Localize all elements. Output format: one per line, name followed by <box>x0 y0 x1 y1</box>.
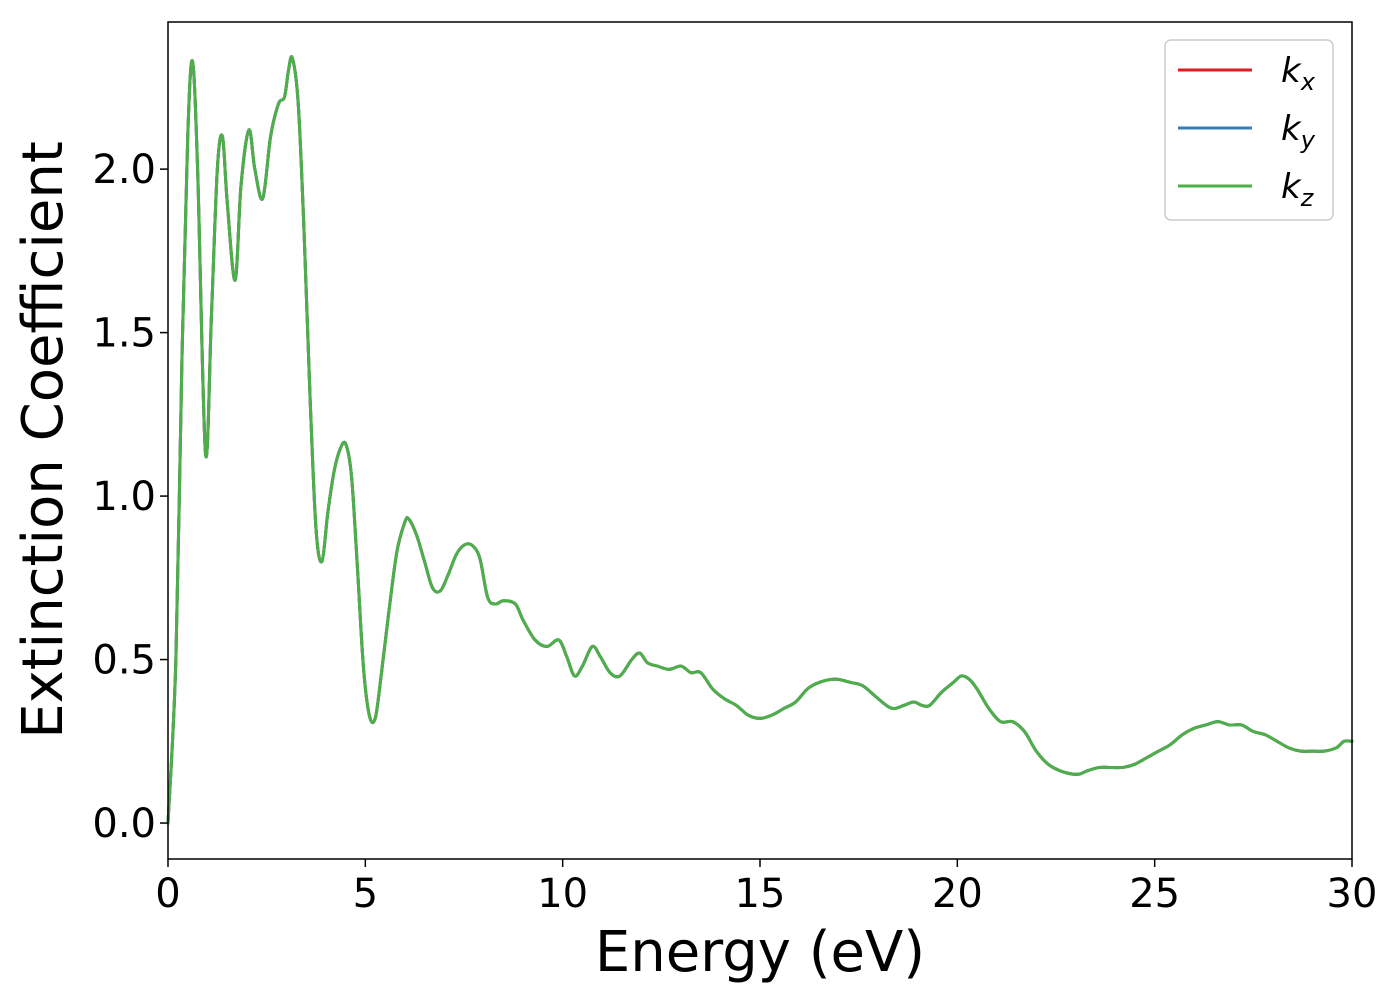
legend-label-k-z: kz <box>1281 167 1315 212</box>
x-tick-label: 15 <box>735 871 786 917</box>
y-tick-label: 1.0 <box>92 474 156 520</box>
x-tick-label: 5 <box>353 871 378 917</box>
series-layer <box>166 55 1354 825</box>
x-tick-label: 0 <box>155 871 180 917</box>
y-tick-label: 0.0 <box>92 801 156 847</box>
x-tick-label: 30 <box>1327 871 1378 917</box>
legend-box <box>1164 39 1334 221</box>
y-axis-label: Extinction Coefficient <box>11 141 76 739</box>
y-tick-label: 0.5 <box>92 638 156 684</box>
x-axis-label: Energy (eV) <box>595 920 925 985</box>
legend: kx ky kz <box>1164 39 1334 221</box>
x-tick-label: 10 <box>537 871 588 917</box>
y-tick-label: 2.0 <box>92 147 156 193</box>
x-tick-label: 25 <box>1129 871 1180 917</box>
legend-label-k-y: ky <box>1281 109 1316 154</box>
x-tick-label: 20 <box>932 871 983 917</box>
legend-entries: kx ky kz <box>1178 51 1316 212</box>
legend-label-k-x: kx <box>1281 51 1316 96</box>
x-axis: 0 5 10 15 20 25 30 <box>155 859 1377 917</box>
y-axis: 0.0 0.5 1.0 1.5 2.0 <box>92 147 168 847</box>
series-line-k-z <box>166 55 1354 825</box>
y-tick-label: 1.5 <box>92 311 156 357</box>
